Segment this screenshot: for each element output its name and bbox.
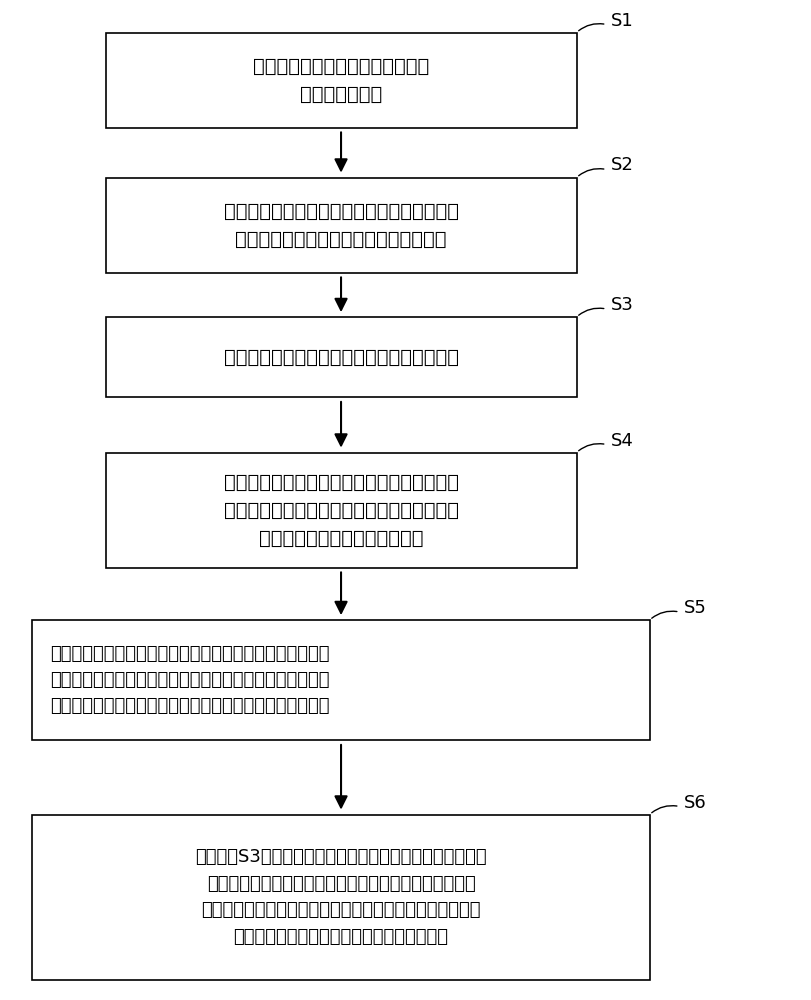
Bar bbox=[32, 814, 649, 980]
Text: 根据步骤S3的故障检测结果实时切换控制律，若系统无故障
时，采用闭环控制律，实现系统健康状态下的负载位置跟
踪；若系统发生参数故障，则将闭环控制律切换至容错控制: 根据步骤S3的故障检测结果实时切换控制律，若系统无故障 时，采用闭环控制律，实现… bbox=[195, 848, 487, 946]
Text: S4: S4 bbox=[610, 432, 633, 450]
Text: S6: S6 bbox=[683, 794, 706, 812]
Text: S2: S2 bbox=[610, 156, 633, 174]
Text: 建立非线性机电系统的不确定性诊
断键合图模型。: 建立非线性机电系统的不确定性诊 断键合图模型。 bbox=[252, 56, 429, 104]
Text: S1: S1 bbox=[610, 11, 633, 29]
Text: 针对非线性机电系统的参数故障，利用自适应模糊系统对未
知参数故障项进行实时估计，并将估计值补偿到控制律中，
进一步设计自适应模糊递归终端滑模控制律即容错控制律。: 针对非线性机电系统的参数故障，利用自适应模糊系统对未 知参数故障项进行实时估计，… bbox=[50, 645, 329, 715]
Bar bbox=[32, 620, 649, 740]
Text: 基于递归终端滑模理论，设计非线性机电系统
的递归终端滑模控制律即闭环控制律，实现系
统健康状态下的负载位置跟踪。: 基于递归终端滑模理论，设计非线性机电系统 的递归终端滑模控制律即闭环控制律，实现… bbox=[223, 473, 458, 548]
Bar bbox=[105, 452, 576, 568]
Bar bbox=[105, 32, 576, 127]
Bar bbox=[105, 178, 576, 272]
Text: S3: S3 bbox=[610, 296, 633, 314]
Text: 根据不确定性诊断键合图模型，推导出非线性
机电系统的解析冗余关系和动力学模型。: 根据不确定性诊断键合图模型，推导出非线性 机电系统的解析冗余关系和动力学模型。 bbox=[223, 202, 458, 248]
Text: 基于粒子群优化算法，设计优化自适应阈值。: 基于粒子群优化算法，设计优化自适应阈值。 bbox=[223, 348, 458, 366]
Text: S5: S5 bbox=[683, 599, 706, 617]
Bar bbox=[105, 317, 576, 397]
